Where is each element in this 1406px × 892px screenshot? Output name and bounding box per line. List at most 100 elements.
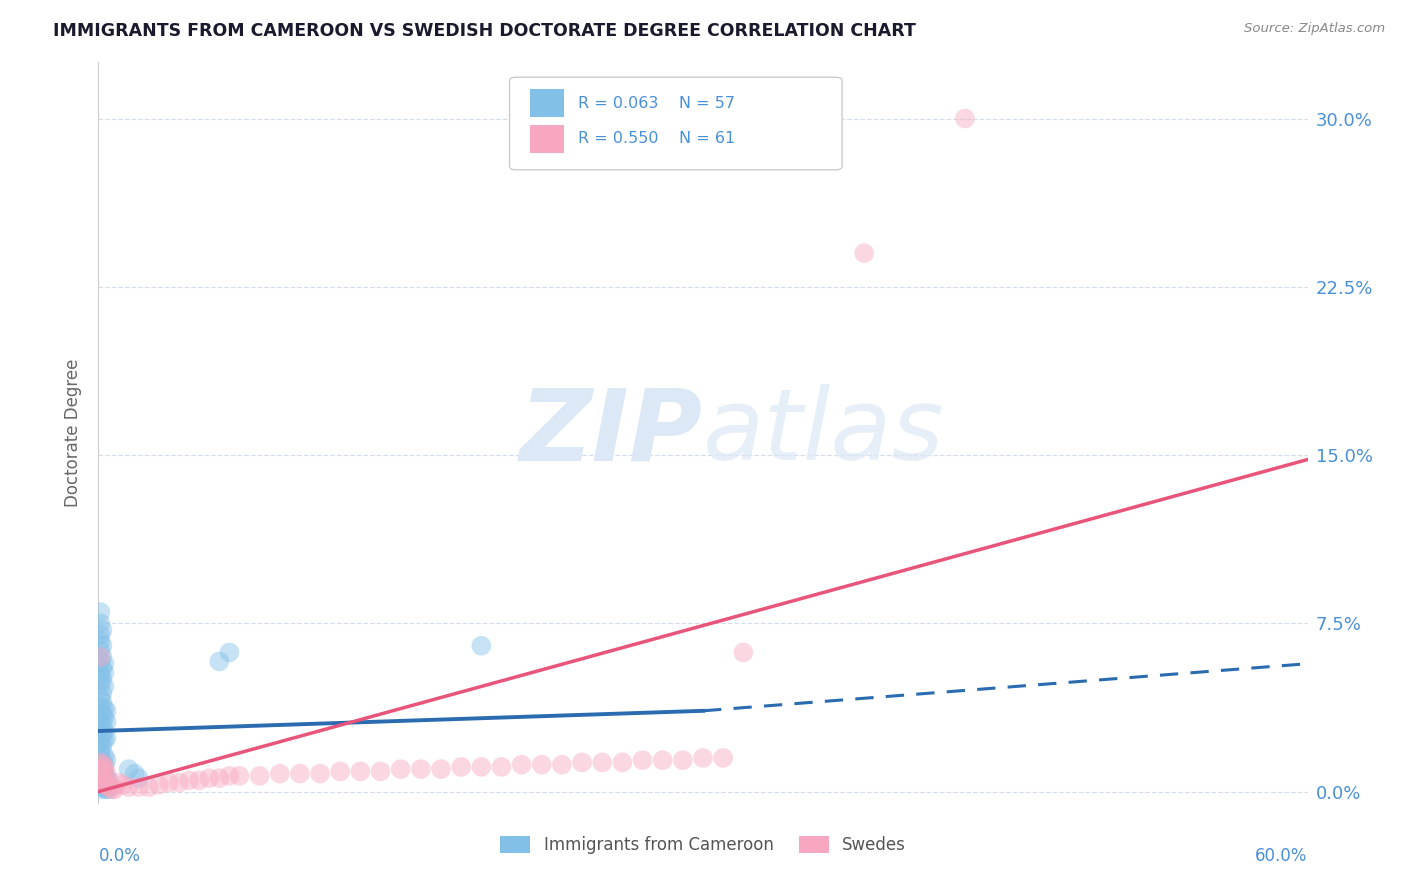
Point [91,769,114,783]
Point [96,766,118,780]
Point [93,771,115,785]
Point [733,645,755,659]
Point [96,782,118,797]
Point [91,756,114,770]
Point [349,764,371,779]
Point [89,756,111,770]
Point [228,769,250,783]
Point [93,724,115,739]
Point [249,769,271,783]
Point [470,639,492,653]
Point [93,733,115,747]
Point [91,661,114,675]
Point [89,634,111,648]
Point [218,769,240,783]
Point [96,704,118,718]
Point [89,627,111,641]
Point [93,760,115,774]
Point [93,766,115,780]
Point [101,782,124,797]
Point [89,677,111,691]
Point [91,782,114,797]
Point [288,766,311,780]
Point [91,739,114,754]
Point [89,766,111,780]
Point [89,643,111,657]
Point [450,760,472,774]
Point [370,764,392,779]
Point [93,665,115,680]
Point [89,780,111,794]
Point [89,751,111,765]
Point [93,748,115,763]
Point [91,650,114,665]
Point [91,686,114,700]
Point [89,616,111,631]
Point [148,778,170,792]
Point [953,112,976,126]
Point [96,778,118,792]
Point [853,246,876,260]
Point [89,668,111,682]
Text: 60.0%: 60.0% [1256,847,1308,865]
Point [89,775,111,789]
FancyBboxPatch shape [530,125,564,153]
Text: R = 0.550    N = 61: R = 0.550 N = 61 [578,131,735,146]
Point [96,753,118,767]
Point [91,695,114,709]
Point [89,762,111,776]
Point [124,766,146,780]
Point [93,710,115,724]
Text: ZIP: ZIP [520,384,703,481]
Point [510,757,533,772]
Text: 0.0%: 0.0% [98,847,141,865]
Legend: Immigrants from Cameroon, Swedes: Immigrants from Cameroon, Swedes [494,830,912,861]
Point [97,780,120,794]
Point [91,729,114,743]
Point [89,605,111,619]
Point [96,771,118,785]
Point [91,762,114,776]
Point [93,679,115,693]
Point [631,753,654,767]
Point [89,722,111,736]
Point [208,655,231,669]
Point [91,673,114,687]
Point [89,690,111,705]
Point [89,713,111,727]
Point [269,766,291,780]
Point [103,782,125,797]
Point [91,762,114,776]
Point [389,762,412,776]
Text: atlas: atlas [703,384,945,481]
Text: Source: ZipAtlas.com: Source: ZipAtlas.com [1244,22,1385,36]
Point [672,753,695,767]
Point [179,773,201,788]
Point [491,760,513,774]
Point [571,756,593,770]
Point [89,744,111,758]
Point [89,699,111,714]
FancyBboxPatch shape [530,89,564,117]
Point [530,757,553,772]
Point [551,757,574,772]
Point [89,735,111,749]
Point [470,760,492,774]
Point [309,766,332,780]
Point [97,782,120,797]
Point [128,771,150,785]
Point [118,780,141,794]
Point [692,751,714,765]
Point [218,645,240,659]
Point [91,775,114,789]
Point [157,775,180,789]
Point [100,780,122,794]
Point [208,771,231,785]
Point [91,778,114,792]
Point [96,731,118,745]
Point [138,780,160,794]
Point [409,762,432,776]
Point [93,764,115,779]
Point [651,753,673,767]
Point [89,773,111,788]
